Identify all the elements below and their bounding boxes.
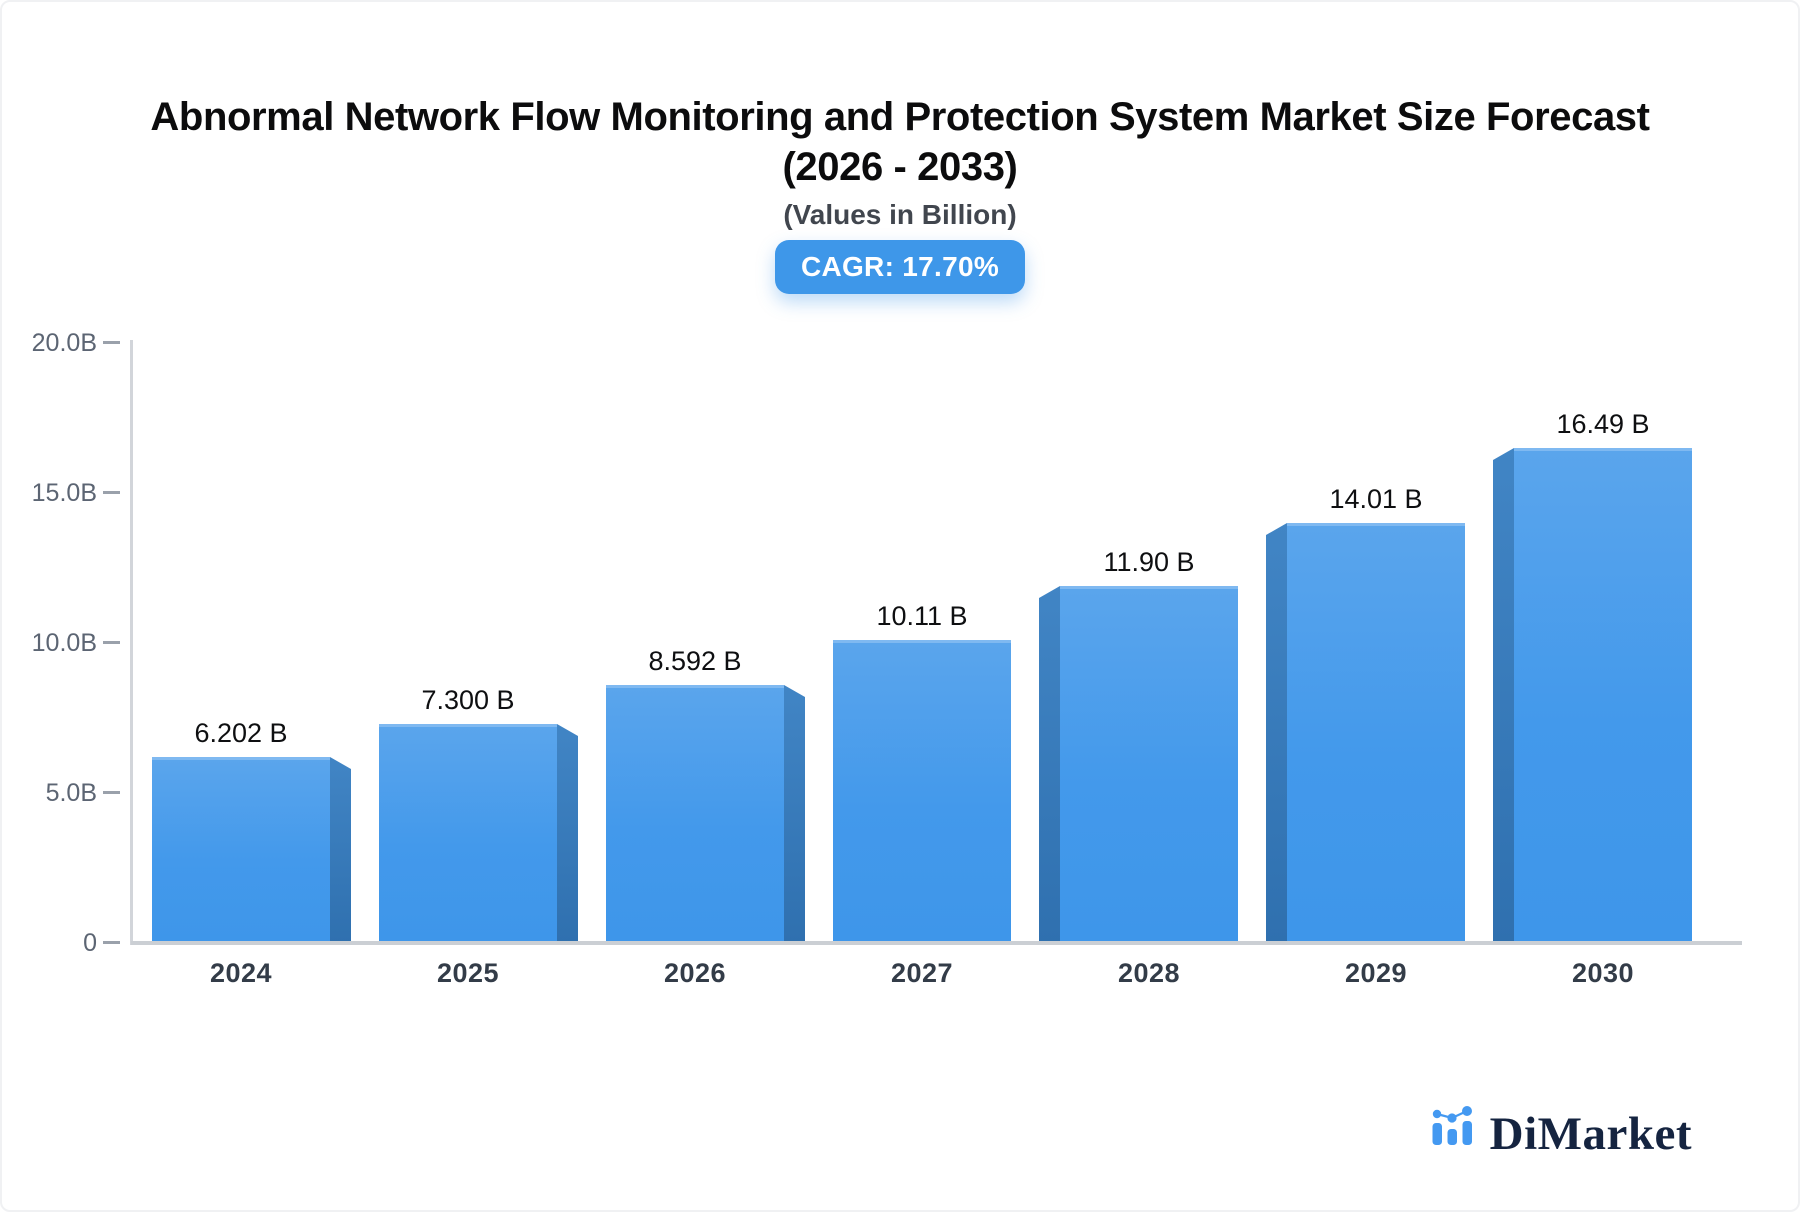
- bar-value-label: 10.11 B: [876, 601, 968, 631]
- bar[interactable]: [833, 640, 1011, 943]
- y-tick-label: 0: [83, 929, 97, 957]
- x-tick-label: 2024: [209, 958, 273, 988]
- chart-title-line2: (2026 - 2033): [782, 145, 1018, 189]
- y-tick-label: 20.0B: [31, 329, 97, 357]
- bar-value-label: 8.592 B: [648, 646, 742, 676]
- bar-side-face: [1493, 448, 1514, 943]
- bar[interactable]: [1287, 523, 1465, 943]
- chart-subtitle: (Values in Billion): [783, 199, 1017, 230]
- y-tick-mark: [103, 491, 120, 494]
- bar[interactable]: [1060, 586, 1238, 943]
- y-tick-mark: [103, 641, 120, 644]
- bar-side-face: [557, 724, 578, 943]
- y-tick-mark: [103, 941, 120, 944]
- y-tick-label: 5.0B: [45, 779, 97, 807]
- y-tick-label: 15.0B: [31, 479, 97, 507]
- bar-side-face: [1266, 523, 1287, 943]
- x-tick-label: 2030: [1571, 958, 1635, 988]
- y-tick-label: 10.0B: [31, 629, 97, 657]
- x-tick-label: 2025: [436, 958, 500, 988]
- chart-title-line1: Abnormal Network Flow Monitoring and Pro…: [150, 95, 1650, 139]
- chart-header: Abnormal Network Flow Monitoring and Pro…: [0, 92, 1800, 294]
- y-tick-mark: [103, 791, 120, 794]
- bar-value-label: 6.202 B: [194, 718, 288, 748]
- x-tick-label: 2029: [1344, 958, 1408, 988]
- x-tick-label: 2028: [1117, 958, 1181, 988]
- bar[interactable]: [152, 757, 330, 943]
- bar-side-face: [1039, 586, 1060, 943]
- bar-side-face: [784, 685, 805, 943]
- chart-title: Abnormal Network Flow Monitoring and Pro…: [150, 92, 1650, 192]
- x-axis-line: [131, 941, 1742, 945]
- x-tick-label: 2027: [890, 958, 954, 988]
- dimarket-logo[interactable]: DiMarket: [1430, 1102, 1692, 1166]
- bar[interactable]: [606, 685, 784, 943]
- dimarket-logo-icon: [1432, 1106, 1472, 1145]
- cagr-badge: CAGR: 17.70%: [774, 240, 1026, 294]
- bar-side-face: [330, 757, 351, 943]
- bar-value-label: 14.01 B: [1329, 484, 1423, 514]
- bar[interactable]: [1514, 448, 1692, 943]
- bar-value-label: 7.300 B: [421, 685, 515, 715]
- dimarket-logo-text: DiMarket: [1489, 1108, 1692, 1160]
- bar[interactable]: [379, 724, 557, 943]
- bar-value-label: 16.49 B: [1556, 409, 1650, 439]
- bar-value-label: 11.90 B: [1103, 547, 1195, 577]
- y-axis-line: [130, 340, 133, 945]
- x-tick-label: 2026: [663, 958, 727, 988]
- y-tick-mark: [103, 341, 120, 344]
